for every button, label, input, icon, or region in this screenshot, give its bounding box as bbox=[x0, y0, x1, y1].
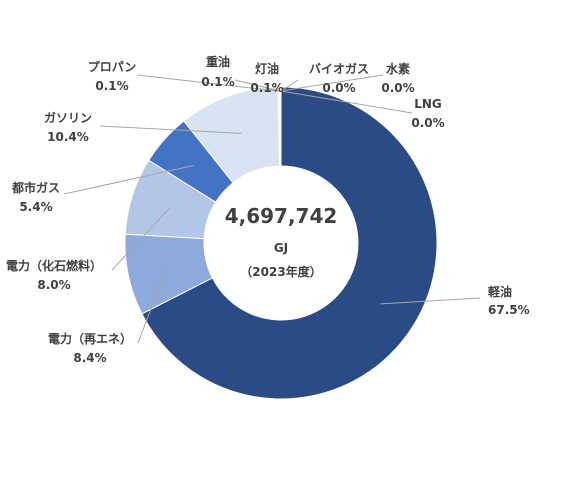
center-unit-label: GJ bbox=[274, 241, 288, 255]
slice-7-name-label: 灯油 bbox=[255, 61, 279, 76]
slice-5-leader-line bbox=[136, 74, 279, 92]
slice-7-wedge bbox=[279, 86, 282, 167]
slice-9-value-label: 0.0% bbox=[381, 81, 414, 95]
slice-1-leader-line bbox=[137, 266, 168, 344]
slice-3-value-label: 5.4% bbox=[19, 200, 52, 214]
center-total-value: 4,697,742 bbox=[225, 204, 338, 228]
slice-4-value-label: 10.4% bbox=[47, 130, 89, 144]
slice-10-name-label: LNG bbox=[414, 97, 442, 111]
slice-0-wedge bbox=[141, 86, 438, 400]
slice-8-leader-line bbox=[280, 79, 299, 92]
center-text: 4,697,742 GJ （2023年度） bbox=[225, 204, 338, 279]
slice-8-value-label: 0.0% bbox=[322, 81, 355, 95]
slice-7-value-label: 0.1% bbox=[250, 81, 283, 95]
slice-0-name-label: 軽油 bbox=[488, 284, 512, 299]
slice-6-value-label: 0.1% bbox=[201, 75, 234, 89]
slice-6-name-label: 重油 bbox=[206, 54, 230, 69]
slice-8-name-label: バイオガス bbox=[309, 61, 369, 76]
slice-9-name-label: 水素 bbox=[386, 61, 410, 76]
slice-1-value-label: 8.4% bbox=[73, 351, 106, 365]
slice-4-name-label: ガソリン bbox=[44, 110, 92, 125]
slice-10-value-label: 0.0% bbox=[411, 116, 444, 130]
slice-5-value-label: 0.1% bbox=[95, 79, 128, 93]
slice-7-leader-line bbox=[270, 89, 281, 92]
slice-9-leader-line bbox=[280, 74, 384, 92]
slice-1-name-label: 電力（再エネ） bbox=[48, 331, 132, 346]
slice-labels: 軽油 67.5% 電力（再エネ） 8.4% 電力（化石燃料） 8.0% 都市ガス 5.4% ガソ… bbox=[6, 54, 530, 365]
slice-3-name-label: 都市ガス bbox=[11, 180, 60, 195]
slice-3-leader-line bbox=[63, 164, 195, 195]
center-year-label: （2023年度） bbox=[240, 264, 321, 279]
slice-2-leader-line bbox=[111, 207, 171, 271]
leader-lines bbox=[63, 74, 481, 344]
slice-2-value-label: 8.0% bbox=[37, 278, 70, 292]
slice-5-name-label: プロパン bbox=[88, 59, 137, 74]
slice-0-leader-line bbox=[380, 297, 481, 305]
slice-10-leader-line bbox=[280, 90, 413, 114]
slice-6-leader-line bbox=[234, 79, 280, 92]
slice-4-leader-line bbox=[99, 125, 242, 134]
slice-2-name-label: 電力（化石燃料） bbox=[6, 258, 102, 273]
slice-0-value-label: 67.5% bbox=[488, 303, 530, 317]
donut-slices bbox=[124, 86, 438, 400]
